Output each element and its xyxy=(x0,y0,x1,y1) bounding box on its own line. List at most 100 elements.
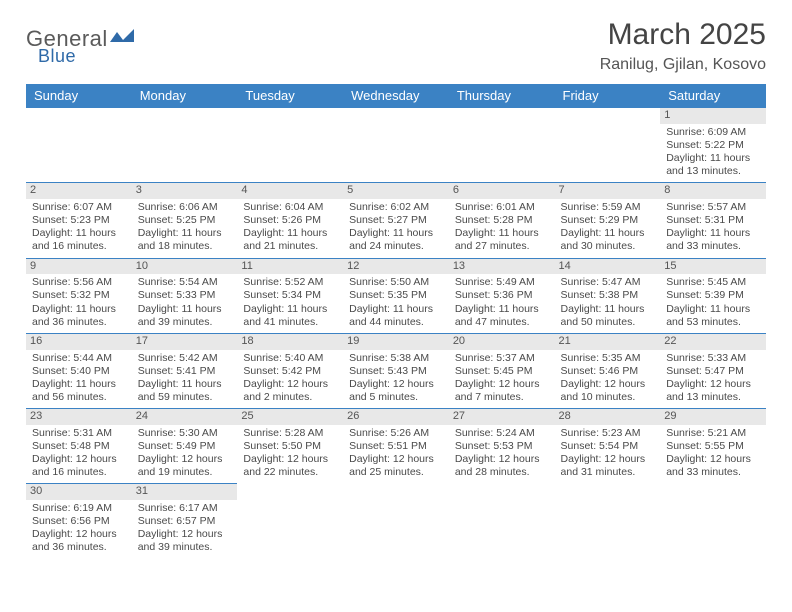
sunset-text: Sunset: 5:28 PM xyxy=(455,214,549,227)
calendar-cell xyxy=(555,108,661,183)
sunset-text: Sunset: 5:48 PM xyxy=(32,440,126,453)
day-number: 29 xyxy=(660,409,766,425)
calendar-cell: 3Sunrise: 6:06 AMSunset: 5:25 PMDaylight… xyxy=(132,183,238,258)
sunset-text: Sunset: 5:32 PM xyxy=(32,289,126,302)
day-number: 25 xyxy=(237,409,343,425)
sunset-text: Sunset: 5:31 PM xyxy=(666,214,760,227)
calendar-cell: 30Sunrise: 6:19 AMSunset: 6:56 PMDayligh… xyxy=(26,484,132,559)
day-number: 11 xyxy=(237,259,343,275)
sunrise-text: Sunrise: 6:02 AM xyxy=(349,201,443,214)
sunrise-text: Sunrise: 6:06 AM xyxy=(138,201,232,214)
daylight-text: Daylight: 12 hours and 25 minutes. xyxy=(349,453,443,479)
sunrise-text: Sunrise: 6:04 AM xyxy=(243,201,337,214)
sunset-text: Sunset: 5:43 PM xyxy=(349,365,443,378)
daylight-text: Daylight: 12 hours and 7 minutes. xyxy=(455,378,549,404)
sunset-text: Sunset: 5:29 PM xyxy=(561,214,655,227)
day-number: 19 xyxy=(343,334,449,350)
calendar-cell: 6Sunrise: 6:01 AMSunset: 5:28 PMDaylight… xyxy=(449,183,555,258)
calendar-cell: 12Sunrise: 5:50 AMSunset: 5:35 PMDayligh… xyxy=(343,258,449,333)
calendar-cell xyxy=(449,484,555,559)
calendar-cell: 7Sunrise: 5:59 AMSunset: 5:29 PMDaylight… xyxy=(555,183,661,258)
day-header: Monday xyxy=(132,84,238,108)
daylight-text: Daylight: 11 hours and 53 minutes. xyxy=(666,303,760,329)
sunrise-text: Sunrise: 5:49 AM xyxy=(455,276,549,289)
calendar-cell: 20Sunrise: 5:37 AMSunset: 5:45 PMDayligh… xyxy=(449,333,555,408)
calendar-cell xyxy=(660,484,766,559)
daylight-text: Daylight: 11 hours and 21 minutes. xyxy=(243,227,337,253)
calendar-cell: 24Sunrise: 5:30 AMSunset: 5:49 PMDayligh… xyxy=(132,409,238,484)
day-number: 18 xyxy=(237,334,343,350)
calendar-cell: 11Sunrise: 5:52 AMSunset: 5:34 PMDayligh… xyxy=(237,258,343,333)
sunrise-text: Sunrise: 5:26 AM xyxy=(349,427,443,440)
calendar-cell: 17Sunrise: 5:42 AMSunset: 5:41 PMDayligh… xyxy=(132,333,238,408)
calendar-cell: 9Sunrise: 5:56 AMSunset: 5:32 PMDaylight… xyxy=(26,258,132,333)
daylight-text: Daylight: 11 hours and 30 minutes. xyxy=(561,227,655,253)
sunset-text: Sunset: 5:27 PM xyxy=(349,214,443,227)
daylight-text: Daylight: 11 hours and 44 minutes. xyxy=(349,303,443,329)
sunset-text: Sunset: 5:39 PM xyxy=(666,289,760,302)
daylight-text: Daylight: 12 hours and 13 minutes. xyxy=(666,378,760,404)
title-block: March 2025 Ranilug, Gjilan, Kosovo xyxy=(600,18,766,74)
logo-text-blue: Blue xyxy=(38,46,76,66)
calendar-cell: 31Sunrise: 6:17 AMSunset: 6:57 PMDayligh… xyxy=(132,484,238,559)
daylight-text: Daylight: 12 hours and 31 minutes. xyxy=(561,453,655,479)
sunrise-text: Sunrise: 5:24 AM xyxy=(455,427,549,440)
calendar-cell xyxy=(132,108,238,183)
calendar-cell: 13Sunrise: 5:49 AMSunset: 5:36 PMDayligh… xyxy=(449,258,555,333)
calendar-cell xyxy=(26,108,132,183)
day-number: 27 xyxy=(449,409,555,425)
daylight-text: Daylight: 11 hours and 24 minutes. xyxy=(349,227,443,253)
sunrise-text: Sunrise: 5:21 AM xyxy=(666,427,760,440)
day-number: 21 xyxy=(555,334,661,350)
logo-flag-icon xyxy=(110,28,136,51)
calendar-cell xyxy=(343,108,449,183)
location: Ranilug, Gjilan, Kosovo xyxy=(600,56,766,74)
sunrise-text: Sunrise: 6:17 AM xyxy=(138,502,232,515)
calendar-cell xyxy=(237,484,343,559)
sunset-text: Sunset: 5:46 PM xyxy=(561,365,655,378)
sunset-text: Sunset: 5:22 PM xyxy=(666,139,760,152)
calendar-cell: 8Sunrise: 5:57 AMSunset: 5:31 PMDaylight… xyxy=(660,183,766,258)
day-header: Tuesday xyxy=(237,84,343,108)
calendar-cell: 26Sunrise: 5:26 AMSunset: 5:51 PMDayligh… xyxy=(343,409,449,484)
calendar-cell: 19Sunrise: 5:38 AMSunset: 5:43 PMDayligh… xyxy=(343,333,449,408)
calendar-cell: 28Sunrise: 5:23 AMSunset: 5:54 PMDayligh… xyxy=(555,409,661,484)
sunrise-text: Sunrise: 6:01 AM xyxy=(455,201,549,214)
day-number: 4 xyxy=(237,183,343,199)
calendar-cell: 29 Sunrise: 5:21 AMSunset: 5:55 PMDayligh… xyxy=(660,409,766,484)
sunset-text: Sunset: 5:53 PM xyxy=(455,440,549,453)
sunset-text: Sunset: 5:34 PM xyxy=(243,289,337,302)
sunset-text: Sunset: 5:36 PM xyxy=(455,289,549,302)
day-number: 6 xyxy=(449,183,555,199)
calendar-cell xyxy=(555,484,661,559)
daylight-text: Daylight: 12 hours and 19 minutes. xyxy=(138,453,232,479)
calendar-table: SundayMondayTuesdayWednesdayThursdayFrid… xyxy=(26,84,766,559)
day-header: Saturday xyxy=(660,84,766,108)
calendar-cell: 23Sunrise: 5:31 AMSunset: 5:48 PMDayligh… xyxy=(26,409,132,484)
sunset-text: Sunset: 5:51 PM xyxy=(349,440,443,453)
daylight-text: Daylight: 12 hours and 33 minutes. xyxy=(666,453,760,479)
calendar-header-row: SundayMondayTuesdayWednesdayThursdayFrid… xyxy=(26,84,766,108)
sunset-text: Sunset: 5:55 PM xyxy=(666,440,760,453)
day-number: 30 xyxy=(26,484,132,500)
day-number: 15 xyxy=(660,259,766,275)
day-number: 2 xyxy=(26,183,132,199)
daylight-text: Daylight: 11 hours and 56 minutes. xyxy=(32,378,126,404)
sunset-text: Sunset: 5:26 PM xyxy=(243,214,337,227)
calendar-cell: 21Sunrise: 5:35 AMSunset: 5:46 PMDayligh… xyxy=(555,333,661,408)
day-number: 23 xyxy=(26,409,132,425)
daylight-text: Daylight: 12 hours and 39 minutes. xyxy=(138,528,232,554)
sunrise-text: Sunrise: 5:38 AM xyxy=(349,352,443,365)
sunrise-text: Sunrise: 5:59 AM xyxy=(561,201,655,214)
sunrise-text: Sunrise: 6:19 AM xyxy=(32,502,126,515)
daylight-text: Daylight: 12 hours and 2 minutes. xyxy=(243,378,337,404)
sunrise-text: Sunrise: 5:40 AM xyxy=(243,352,337,365)
daylight-text: Daylight: 11 hours and 33 minutes. xyxy=(666,227,760,253)
sunrise-text: Sunrise: 5:50 AM xyxy=(349,276,443,289)
sunrise-text: Sunrise: 5:30 AM xyxy=(138,427,232,440)
calendar-cell: 16Sunrise: 5:44 AMSunset: 5:40 PMDayligh… xyxy=(26,333,132,408)
calendar-cell: 15Sunrise: 5:45 AMSunset: 5:39 PMDayligh… xyxy=(660,258,766,333)
daylight-text: Daylight: 11 hours and 36 minutes. xyxy=(32,303,126,329)
sunrise-text: Sunrise: 5:23 AM xyxy=(561,427,655,440)
day-number: 1 xyxy=(660,108,766,124)
